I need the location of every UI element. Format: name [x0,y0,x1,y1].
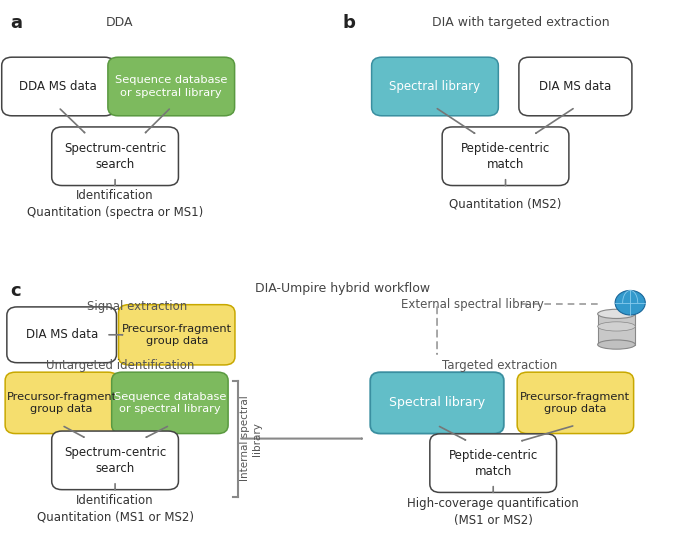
FancyBboxPatch shape [517,372,634,434]
Text: Signal extraction: Signal extraction [87,300,187,314]
Text: Quantitation (MS2): Quantitation (MS2) [449,197,562,210]
Text: Untargeted identification: Untargeted identification [46,359,194,372]
FancyBboxPatch shape [519,57,632,116]
Text: Precursor-fragment
group data: Precursor-fragment group data [122,324,232,346]
Text: Sequence database
or spectral library: Sequence database or spectral library [115,75,227,98]
Text: a: a [10,14,23,32]
FancyBboxPatch shape [52,431,178,490]
Text: Identification
Quantitation (spectra or MS1): Identification Quantitation (spectra or … [27,189,203,219]
Text: Peptide-centric
match: Peptide-centric match [449,449,538,478]
Text: External spectral library: External spectral library [401,297,544,311]
FancyBboxPatch shape [597,314,636,345]
Text: Spectral library: Spectral library [389,396,485,410]
Ellipse shape [597,322,635,331]
Ellipse shape [597,340,635,349]
FancyBboxPatch shape [5,372,118,434]
Text: High-coverage quantification
(MS1 or MS2): High-coverage quantification (MS1 or MS2… [408,497,579,527]
FancyBboxPatch shape [112,372,228,434]
FancyBboxPatch shape [7,307,116,363]
Text: b: b [342,14,356,32]
Text: Internal spectral
library: Internal spectral library [240,396,262,482]
Text: DIA MS data: DIA MS data [539,80,612,93]
Text: Peptide-centric
match: Peptide-centric match [461,142,550,171]
FancyBboxPatch shape [119,305,235,365]
FancyBboxPatch shape [442,127,569,185]
Text: Spectrum-centric
search: Spectrum-centric search [64,446,166,475]
Circle shape [615,290,645,315]
Text: c: c [10,282,21,300]
Text: Targeted extraction: Targeted extraction [443,359,558,372]
Text: DIA MS data: DIA MS data [25,328,98,341]
Text: DDA MS data: DDA MS data [19,80,97,93]
FancyBboxPatch shape [371,57,499,116]
FancyBboxPatch shape [370,372,504,434]
FancyBboxPatch shape [430,434,556,493]
Text: Spectral library: Spectral library [389,80,481,93]
Text: DDA: DDA [106,16,134,29]
Text: DIA-Umpire hybrid workflow: DIA-Umpire hybrid workflow [255,282,430,295]
Text: Precursor-fragment
group data: Precursor-fragment group data [521,392,630,414]
Text: Spectrum-centric
search: Spectrum-centric search [64,142,166,171]
Text: DIA with targeted extraction: DIA with targeted extraction [432,16,610,29]
Text: Sequence database
or spectral library: Sequence database or spectral library [114,392,226,414]
FancyBboxPatch shape [2,57,115,116]
FancyBboxPatch shape [52,127,178,185]
FancyBboxPatch shape [108,57,234,116]
Ellipse shape [597,309,635,319]
Text: Precursor-fragment
group data: Precursor-fragment group data [7,392,116,414]
Text: Identification
Quantitation (MS1 or MS2): Identification Quantitation (MS1 or MS2) [36,494,194,524]
